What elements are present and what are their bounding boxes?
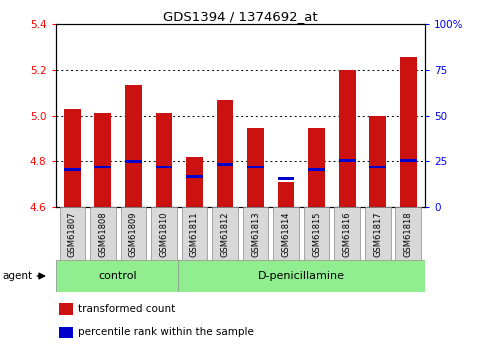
Bar <box>217 163 233 166</box>
Title: GDS1394 / 1374692_at: GDS1394 / 1374692_at <box>163 10 318 23</box>
Text: GSM61807: GSM61807 <box>68 211 77 257</box>
Bar <box>278 177 295 180</box>
Text: control: control <box>99 271 138 281</box>
Text: GSM61817: GSM61817 <box>373 211 382 257</box>
Bar <box>56 260 181 292</box>
Text: GSM61812: GSM61812 <box>221 211 229 257</box>
Bar <box>186 175 203 178</box>
Bar <box>400 159 417 161</box>
Bar <box>182 207 207 260</box>
Bar <box>59 304 73 315</box>
Bar <box>273 207 299 260</box>
Text: percentile rank within the sample: percentile rank within the sample <box>78 327 254 337</box>
Bar <box>217 100 233 207</box>
Bar <box>95 166 111 168</box>
Bar <box>243 207 269 260</box>
Bar <box>247 128 264 207</box>
Bar <box>125 85 142 207</box>
Bar <box>59 207 85 260</box>
Bar <box>156 166 172 168</box>
Bar <box>308 128 325 207</box>
Bar <box>365 207 391 260</box>
Bar <box>178 260 425 292</box>
Bar <box>339 159 355 161</box>
Bar <box>400 57 417 207</box>
Bar <box>64 109 81 207</box>
Bar <box>304 207 329 260</box>
Bar <box>339 70 355 207</box>
Bar <box>151 207 177 260</box>
Text: GSM61810: GSM61810 <box>159 211 169 257</box>
Bar <box>121 207 146 260</box>
Bar <box>95 113 111 207</box>
Bar <box>212 207 238 260</box>
Bar <box>278 182 295 207</box>
Bar <box>186 157 203 207</box>
Bar <box>334 207 360 260</box>
Text: transformed count: transformed count <box>78 304 175 314</box>
Bar <box>156 113 172 207</box>
Text: GSM61808: GSM61808 <box>99 211 107 257</box>
Text: GSM61814: GSM61814 <box>282 211 291 257</box>
Bar <box>64 168 81 171</box>
Bar <box>369 166 386 168</box>
Text: GSM61811: GSM61811 <box>190 211 199 257</box>
Text: GSM61818: GSM61818 <box>404 211 413 257</box>
Text: GSM61813: GSM61813 <box>251 211 260 257</box>
Bar <box>308 168 325 171</box>
Text: GSM61815: GSM61815 <box>312 211 321 257</box>
Bar <box>59 327 73 338</box>
Bar <box>396 207 421 260</box>
Bar <box>125 160 142 163</box>
Bar <box>247 166 264 168</box>
Text: agent: agent <box>3 271 33 281</box>
Text: D-penicillamine: D-penicillamine <box>258 271 345 281</box>
Bar <box>90 207 116 260</box>
Text: GSM61816: GSM61816 <box>342 211 352 257</box>
Text: GSM61809: GSM61809 <box>129 211 138 257</box>
Bar <box>369 116 386 207</box>
